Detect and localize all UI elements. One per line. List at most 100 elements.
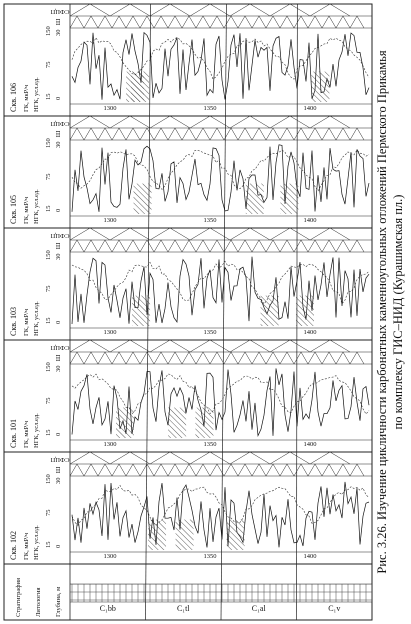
cycle-triangle (189, 339, 231, 353)
cycle-triangle (269, 227, 311, 241)
cycle-triangle (189, 227, 231, 241)
cycle-triangle (109, 3, 151, 17)
rotated-figure: Рис. 3.26. Изучение цикличности карбонат… (3, 3, 405, 621)
cycle-triangle (309, 227, 351, 241)
gk-scale: 150 (45, 26, 52, 36)
cycle-triangle (125, 351, 141, 365)
cycle-triangle (149, 115, 191, 129)
gk-scale: 75 (45, 174, 52, 181)
cycle-triangle (181, 15, 197, 29)
cycle-triangle (111, 239, 127, 253)
depth-label: 1300 (104, 553, 117, 560)
well-name: Скв. 101 (9, 419, 18, 448)
cycle-triangle (189, 3, 231, 17)
hatched-interval (133, 183, 152, 214)
gk-header: ГК, мкР/ч (23, 420, 30, 448)
cycle-triangle (125, 463, 141, 477)
gk-scale: 15 (45, 318, 52, 325)
gk-header: ГК, мкР/ч (23, 308, 30, 336)
ngk-scale: 30 (55, 254, 62, 261)
cycle-triangle (269, 3, 311, 17)
cycle-triangle (69, 339, 111, 353)
cycle-triangle (69, 15, 85, 29)
depth-label: 1400 (304, 217, 317, 224)
sh-header: Ш (55, 354, 62, 361)
well-name: Скв. 106 (9, 83, 18, 112)
ngk-header: НГК, усл.ед. (33, 525, 40, 560)
cycle-triangle (307, 463, 323, 477)
sh-header: Ш (55, 466, 62, 473)
gk-scale: 150 (45, 474, 52, 484)
depth-label: 1400 (304, 441, 317, 448)
cycle-triangle (153, 351, 169, 365)
ngk-scale: 30 (55, 30, 62, 37)
gk-scale: 15 (45, 206, 52, 213)
sh-header: Ш (55, 242, 62, 249)
ngk-curve (71, 373, 370, 415)
cycle-triangle (293, 15, 309, 29)
cycle-triangle (209, 463, 225, 477)
cycle-triangle (229, 3, 271, 17)
cycle-triangle (251, 239, 267, 253)
cycle-triangle (321, 351, 337, 365)
cycle-triangle (195, 127, 211, 141)
cycle-triangle (349, 127, 365, 141)
strat-unit: C₁al (252, 604, 267, 613)
cycle-triangle (269, 115, 311, 129)
well-name: Скв. 102 (9, 531, 18, 560)
cycle-triangle (69, 227, 111, 241)
cycle-triangle (139, 15, 155, 29)
ngk-scale: 0 (55, 209, 62, 212)
ngk-header: НГК, усл.ед. (33, 413, 40, 448)
cycle-triangle (265, 15, 281, 29)
strat-unit: C₁bb (100, 604, 116, 613)
cycle-triangle (97, 463, 113, 477)
hatched-interval (226, 519, 245, 550)
cycle-triangle (279, 127, 295, 141)
gk-scale: 15 (45, 430, 52, 437)
unit-boundary (220, 3, 227, 621)
cycle-triangle (335, 351, 351, 365)
cycle-triangle (195, 463, 211, 477)
cycle-triangle (111, 15, 127, 29)
ngk-scale: 0 (55, 321, 62, 324)
gk-scale: 75 (45, 286, 52, 293)
cycle-triangle (237, 239, 253, 253)
hatched-interval (148, 519, 167, 550)
cycle-triangle (167, 127, 183, 141)
gk-header: ГК, мкР/ч (23, 84, 30, 112)
sfcp-header: СФЦП (50, 232, 69, 239)
cycle-triangle (265, 351, 281, 365)
cycle-triangle (335, 463, 351, 477)
cycle-triangle (139, 239, 155, 253)
cycle-triangle (181, 463, 197, 477)
cycle-triangle (293, 127, 309, 141)
hatched-interval (260, 295, 279, 326)
cycle-triangle (251, 127, 267, 141)
cycle-triangle (237, 463, 253, 477)
cycle-triangle (125, 239, 141, 253)
cycle-triangle (149, 227, 191, 241)
cycle-triangle (83, 463, 99, 477)
gk-scale: 150 (45, 250, 52, 260)
cycle-triangle (97, 351, 113, 365)
gk-curve (71, 31, 370, 100)
cycle-triangle (139, 463, 155, 477)
sfcp-header: СФЦП (50, 344, 69, 351)
well-name: Скв. 105 (9, 195, 18, 224)
cycle-triangle (139, 127, 155, 141)
cycle-triangle (69, 351, 85, 365)
gk-header: ГК, мкР/ч (23, 196, 30, 224)
cycle-triangle (307, 351, 323, 365)
cycle-triangle (109, 115, 151, 129)
cycle-triangle (223, 351, 239, 365)
depth-label: 1400 (304, 553, 317, 560)
cycle-triangle (149, 3, 191, 17)
cycle-triangle (109, 451, 151, 465)
cycle-triangle (335, 239, 351, 253)
cycle-triangle (293, 239, 309, 253)
cycle-triangle (269, 451, 311, 465)
cycle-triangle (251, 463, 267, 477)
ngk-header: НГК, усл.ед. (33, 301, 40, 336)
